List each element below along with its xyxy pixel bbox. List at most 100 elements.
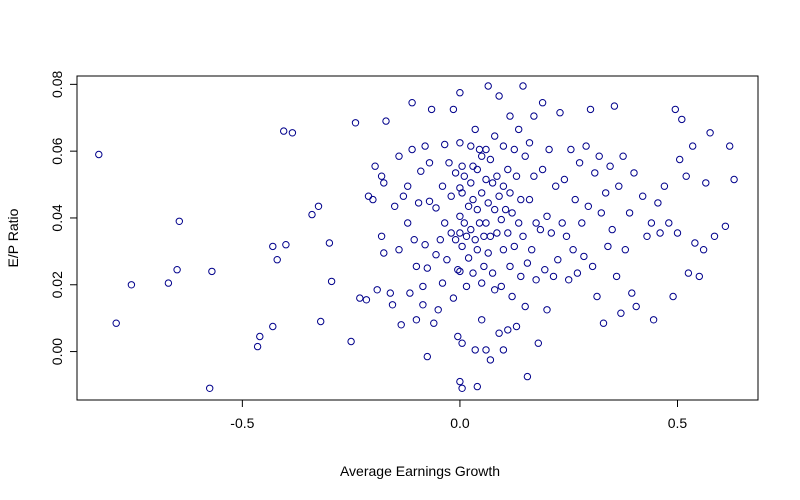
- scatter-point: [499, 246, 508, 254]
- scatter-point: [669, 292, 677, 301]
- scatter-point: [462, 232, 471, 241]
- scatter-point: [480, 262, 488, 271]
- scatter-point: [208, 267, 216, 276]
- scatter-point: [449, 105, 458, 114]
- scatter-point: [447, 192, 455, 200]
- scatter-point: [538, 99, 547, 107]
- scatter-point: [410, 236, 418, 244]
- scatter-point: [678, 115, 686, 124]
- scatter-point: [308, 210, 316, 219]
- scatter-point: [458, 339, 466, 347]
- scatter-point: [404, 219, 412, 227]
- scatter-point: [612, 272, 621, 281]
- scatter-point: [395, 246, 403, 254]
- scatter-point: [595, 152, 603, 160]
- x-axis: -0.5 0.0 0.5: [230, 400, 687, 431]
- scatter-point: [423, 352, 431, 361]
- scatter-point: [560, 175, 569, 184]
- scatter-point: [362, 296, 371, 304]
- x-tick-label: 0.5: [668, 415, 688, 431]
- scatter-point: [506, 112, 514, 120]
- scatter-point: [632, 302, 640, 311]
- scatter-point: [512, 172, 521, 180]
- scatter-point: [380, 249, 388, 257]
- scatter-point: [454, 266, 462, 274]
- scatter-point: [412, 262, 421, 271]
- scatter-point: [419, 282, 427, 291]
- scatter-point: [491, 205, 499, 214]
- scatter-point: [441, 219, 449, 227]
- scatter-point: [127, 281, 136, 289]
- scatter-point: [519, 232, 527, 241]
- scatter-point: [482, 346, 490, 354]
- scatter-point: [721, 222, 730, 231]
- scatter-point: [512, 322, 521, 331]
- scatter-point: [684, 269, 693, 277]
- scatter-point: [565, 276, 573, 284]
- scatter-point: [699, 246, 708, 254]
- scatter-point: [456, 139, 464, 147]
- scatter-point: [436, 236, 444, 244]
- scatter-point: [175, 217, 184, 226]
- scatter-point: [578, 219, 586, 227]
- scatter-point: [517, 272, 525, 281]
- scatter-point: [547, 229, 555, 237]
- scatter-point: [486, 232, 495, 241]
- scatter-point: [458, 384, 466, 392]
- scatter-point: [478, 279, 486, 287]
- scatter-point: [597, 209, 605, 217]
- scatter-point: [689, 142, 697, 150]
- scatter-point: [710, 232, 719, 241]
- scatter-point: [371, 162, 379, 170]
- y-axis-title: E/P Ratio: [5, 208, 21, 267]
- scatter-point: [425, 159, 434, 167]
- y-tick-label: 0.02: [49, 271, 65, 298]
- data-points: [95, 82, 738, 392]
- scatter-point: [404, 182, 412, 190]
- scatter-point: [534, 339, 542, 347]
- scatter-point: [625, 209, 634, 217]
- scatter-point: [456, 267, 464, 276]
- scatter-point: [280, 127, 288, 135]
- scatter-point: [569, 246, 577, 254]
- scatter-point: [543, 306, 551, 314]
- scatter-point: [467, 179, 475, 187]
- y-tick-label: 0.08: [49, 71, 65, 98]
- scatter-point: [673, 229, 682, 237]
- scatter-point: [510, 145, 518, 154]
- scatter-point: [582, 142, 590, 150]
- scatter-point: [619, 152, 627, 160]
- scatter-point: [478, 152, 486, 160]
- scatter-point: [567, 145, 575, 154]
- scatter-point: [506, 189, 514, 197]
- y-axis: 0.00 0.02 0.04 0.06 0.08: [49, 71, 77, 365]
- scatter-point: [456, 212, 464, 221]
- scatter-point: [521, 152, 529, 160]
- plot-frame: [76, 75, 759, 401]
- scatter-point: [484, 82, 492, 90]
- scatter-point: [530, 112, 538, 120]
- scatter-point: [525, 139, 534, 147]
- scatter-point: [647, 219, 656, 227]
- scatter-point: [575, 159, 584, 167]
- scatter-point: [495, 192, 503, 200]
- scatter-point: [112, 319, 120, 327]
- scatter-point: [473, 246, 481, 254]
- scatter-point: [495, 329, 503, 337]
- x-axis-title: Average Earnings Growth: [340, 463, 500, 479]
- scatter-point: [347, 337, 355, 346]
- y-tick-label: 0.06: [49, 137, 65, 164]
- scatter-point: [173, 266, 181, 274]
- scatter-point: [497, 282, 505, 291]
- scatter-point: [571, 195, 579, 204]
- scatter-point: [491, 132, 499, 140]
- scatter-point: [421, 142, 429, 150]
- scatter-point: [325, 239, 334, 247]
- scatter-point: [554, 256, 562, 264]
- scatter-point: [515, 125, 523, 134]
- scatter-point: [541, 266, 549, 274]
- scatter-point: [639, 192, 647, 200]
- scatter-point: [421, 241, 429, 249]
- scatter-point: [682, 172, 690, 180]
